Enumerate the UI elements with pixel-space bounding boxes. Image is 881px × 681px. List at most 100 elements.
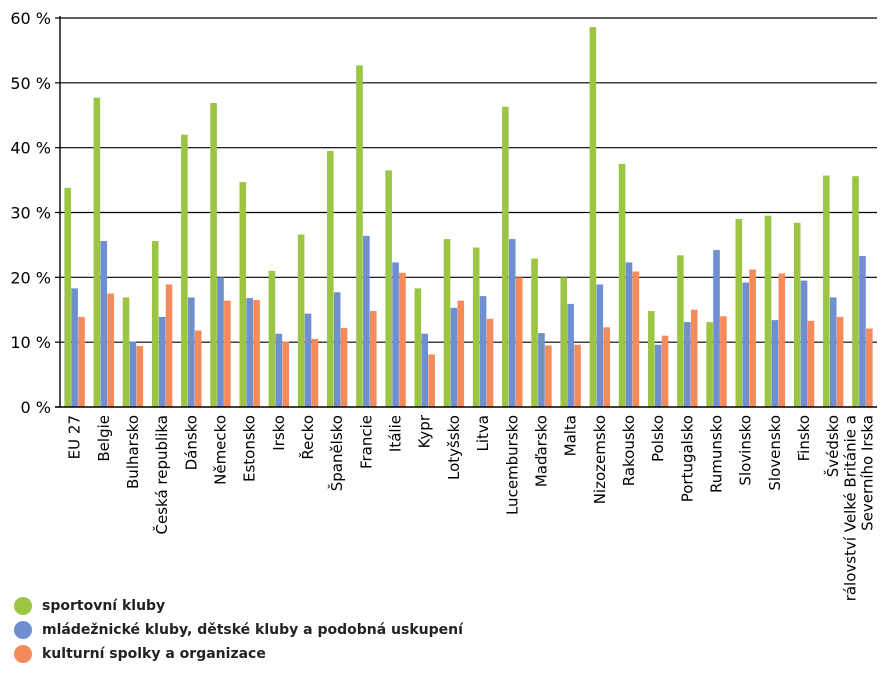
- y-tick-label: 10 %: [10, 333, 51, 352]
- bar: [71, 288, 78, 407]
- y-tick-label: 40 %: [10, 139, 51, 158]
- x-tick-label-line: Irsko: [270, 415, 288, 451]
- y-tick-label: 30 %: [10, 204, 51, 223]
- x-tick-label-line: Finsko: [795, 415, 813, 461]
- x-tick-label-line: Dánsko: [182, 415, 200, 470]
- bar: [428, 354, 435, 407]
- x-tick-label-line: Spojené království Velké Británie a: [841, 415, 859, 600]
- legend-item-mladeznicke-kluby: mládežnické kluby, dětské kluby a podobn…: [14, 618, 463, 642]
- bar: [443, 239, 451, 407]
- bar: [158, 316, 166, 407]
- x-tick-label: Estonsko: [241, 415, 259, 482]
- x-tick-label-line: Švédsko: [823, 415, 842, 477]
- bar: [217, 277, 224, 407]
- bar: [253, 300, 260, 407]
- bar: [122, 297, 130, 407]
- x-tick-label-line: Česká republika: [152, 415, 171, 534]
- bar: [297, 234, 305, 407]
- x-tick-label: Belgie: [95, 415, 113, 462]
- bar: [589, 27, 597, 408]
- bar: [136, 346, 144, 407]
- bar: [735, 218, 743, 407]
- bar: [224, 300, 231, 407]
- x-tick-label: Litva: [474, 415, 492, 451]
- x-tick-label: Portugalsko: [678, 415, 696, 502]
- bar: [181, 134, 188, 407]
- bar: [545, 345, 552, 407]
- legend-item-kulturni-spolky: kulturní spolky a organizace: [14, 642, 463, 666]
- x-tick-label: Malta: [562, 415, 580, 456]
- bar: [129, 341, 137, 407]
- bar: [690, 309, 698, 407]
- y-tick-label: 60 %: [10, 9, 51, 28]
- bar: [194, 330, 202, 407]
- x-tick-label: Maďarsko: [532, 415, 550, 487]
- bar: [414, 288, 422, 407]
- bar: [450, 307, 458, 407]
- bar: [793, 222, 801, 407]
- bar: [246, 298, 253, 407]
- x-tick-label: Francie: [357, 415, 375, 469]
- bar: [713, 250, 720, 407]
- bar: [93, 97, 101, 408]
- bar: [239, 182, 247, 407]
- bar: [356, 65, 363, 407]
- bar: [78, 316, 85, 407]
- legend: sportovní kluby mládežnické kluby, dětsk…: [14, 594, 463, 666]
- bar: [654, 344, 662, 407]
- x-tick-label-line: Lotyšsko: [445, 415, 463, 480]
- x-tick-label-line: Slovensko: [766, 415, 784, 491]
- x-tick-label: Polsko: [649, 415, 667, 462]
- bar: [596, 284, 604, 407]
- bar: [618, 163, 626, 407]
- x-tick-label: EU 27: [66, 415, 84, 459]
- bar: [421, 333, 429, 407]
- bar: [64, 187, 71, 407]
- bar: [852, 176, 859, 407]
- bar: [807, 320, 815, 407]
- bar: [340, 327, 348, 407]
- x-tick-label-line: Portugalsko: [678, 415, 696, 502]
- bar: [677, 255, 684, 407]
- bar: [100, 241, 108, 407]
- bar: [508, 239, 516, 407]
- x-tick-label-line: Maďarsko: [532, 415, 550, 487]
- bar: [531, 258, 538, 407]
- x-tick-label: Česká republika: [152, 415, 171, 534]
- x-tick-label-line: Rakousko: [620, 415, 638, 486]
- bar: [333, 292, 341, 407]
- x-tick-label: Finsko: [795, 415, 813, 461]
- x-tick-label: Slovensko: [766, 415, 784, 491]
- y-tick-label: 20 %: [10, 268, 51, 287]
- bar: [311, 338, 319, 407]
- bar: [268, 270, 276, 407]
- bar-chart: 0 % 10 % 20 % 30 % 40 % 50 % 60 % EU 27 Belgie Bu…: [10, 9, 877, 600]
- x-tick-label-line: Řecko: [298, 415, 317, 460]
- x-tick-label: Švédsko: [823, 415, 842, 477]
- bar: [742, 282, 749, 407]
- bar: [151, 241, 159, 407]
- legend-swatch-green: [14, 597, 32, 615]
- x-tick-label: Řecko: [298, 415, 317, 460]
- x-tick-label-line: Slovinsko: [737, 415, 755, 486]
- x-tick-label: Německo: [211, 415, 229, 485]
- bar: [486, 318, 494, 407]
- bar: [866, 328, 873, 407]
- x-tick-label-line: Lucembursko: [503, 415, 521, 515]
- bar: [836, 316, 844, 407]
- bar: [326, 150, 334, 408]
- bar: [706, 322, 713, 407]
- legend-swatch-orange: [14, 645, 32, 663]
- bar: [603, 327, 611, 407]
- x-tick-label: Itálie: [387, 415, 405, 452]
- bar: [632, 271, 640, 407]
- bar: [829, 297, 837, 407]
- x-tick-label-line: Rumunsko: [708, 415, 726, 493]
- legend-label: kulturní spolky a organizace: [42, 646, 266, 662]
- x-tick-label-line: EU 27: [66, 415, 84, 459]
- bar: [304, 313, 312, 407]
- x-tick-label: Rakousko: [620, 415, 638, 486]
- x-tick-label: Irsko: [270, 415, 288, 451]
- bar: [107, 293, 114, 407]
- bar: [385, 170, 392, 407]
